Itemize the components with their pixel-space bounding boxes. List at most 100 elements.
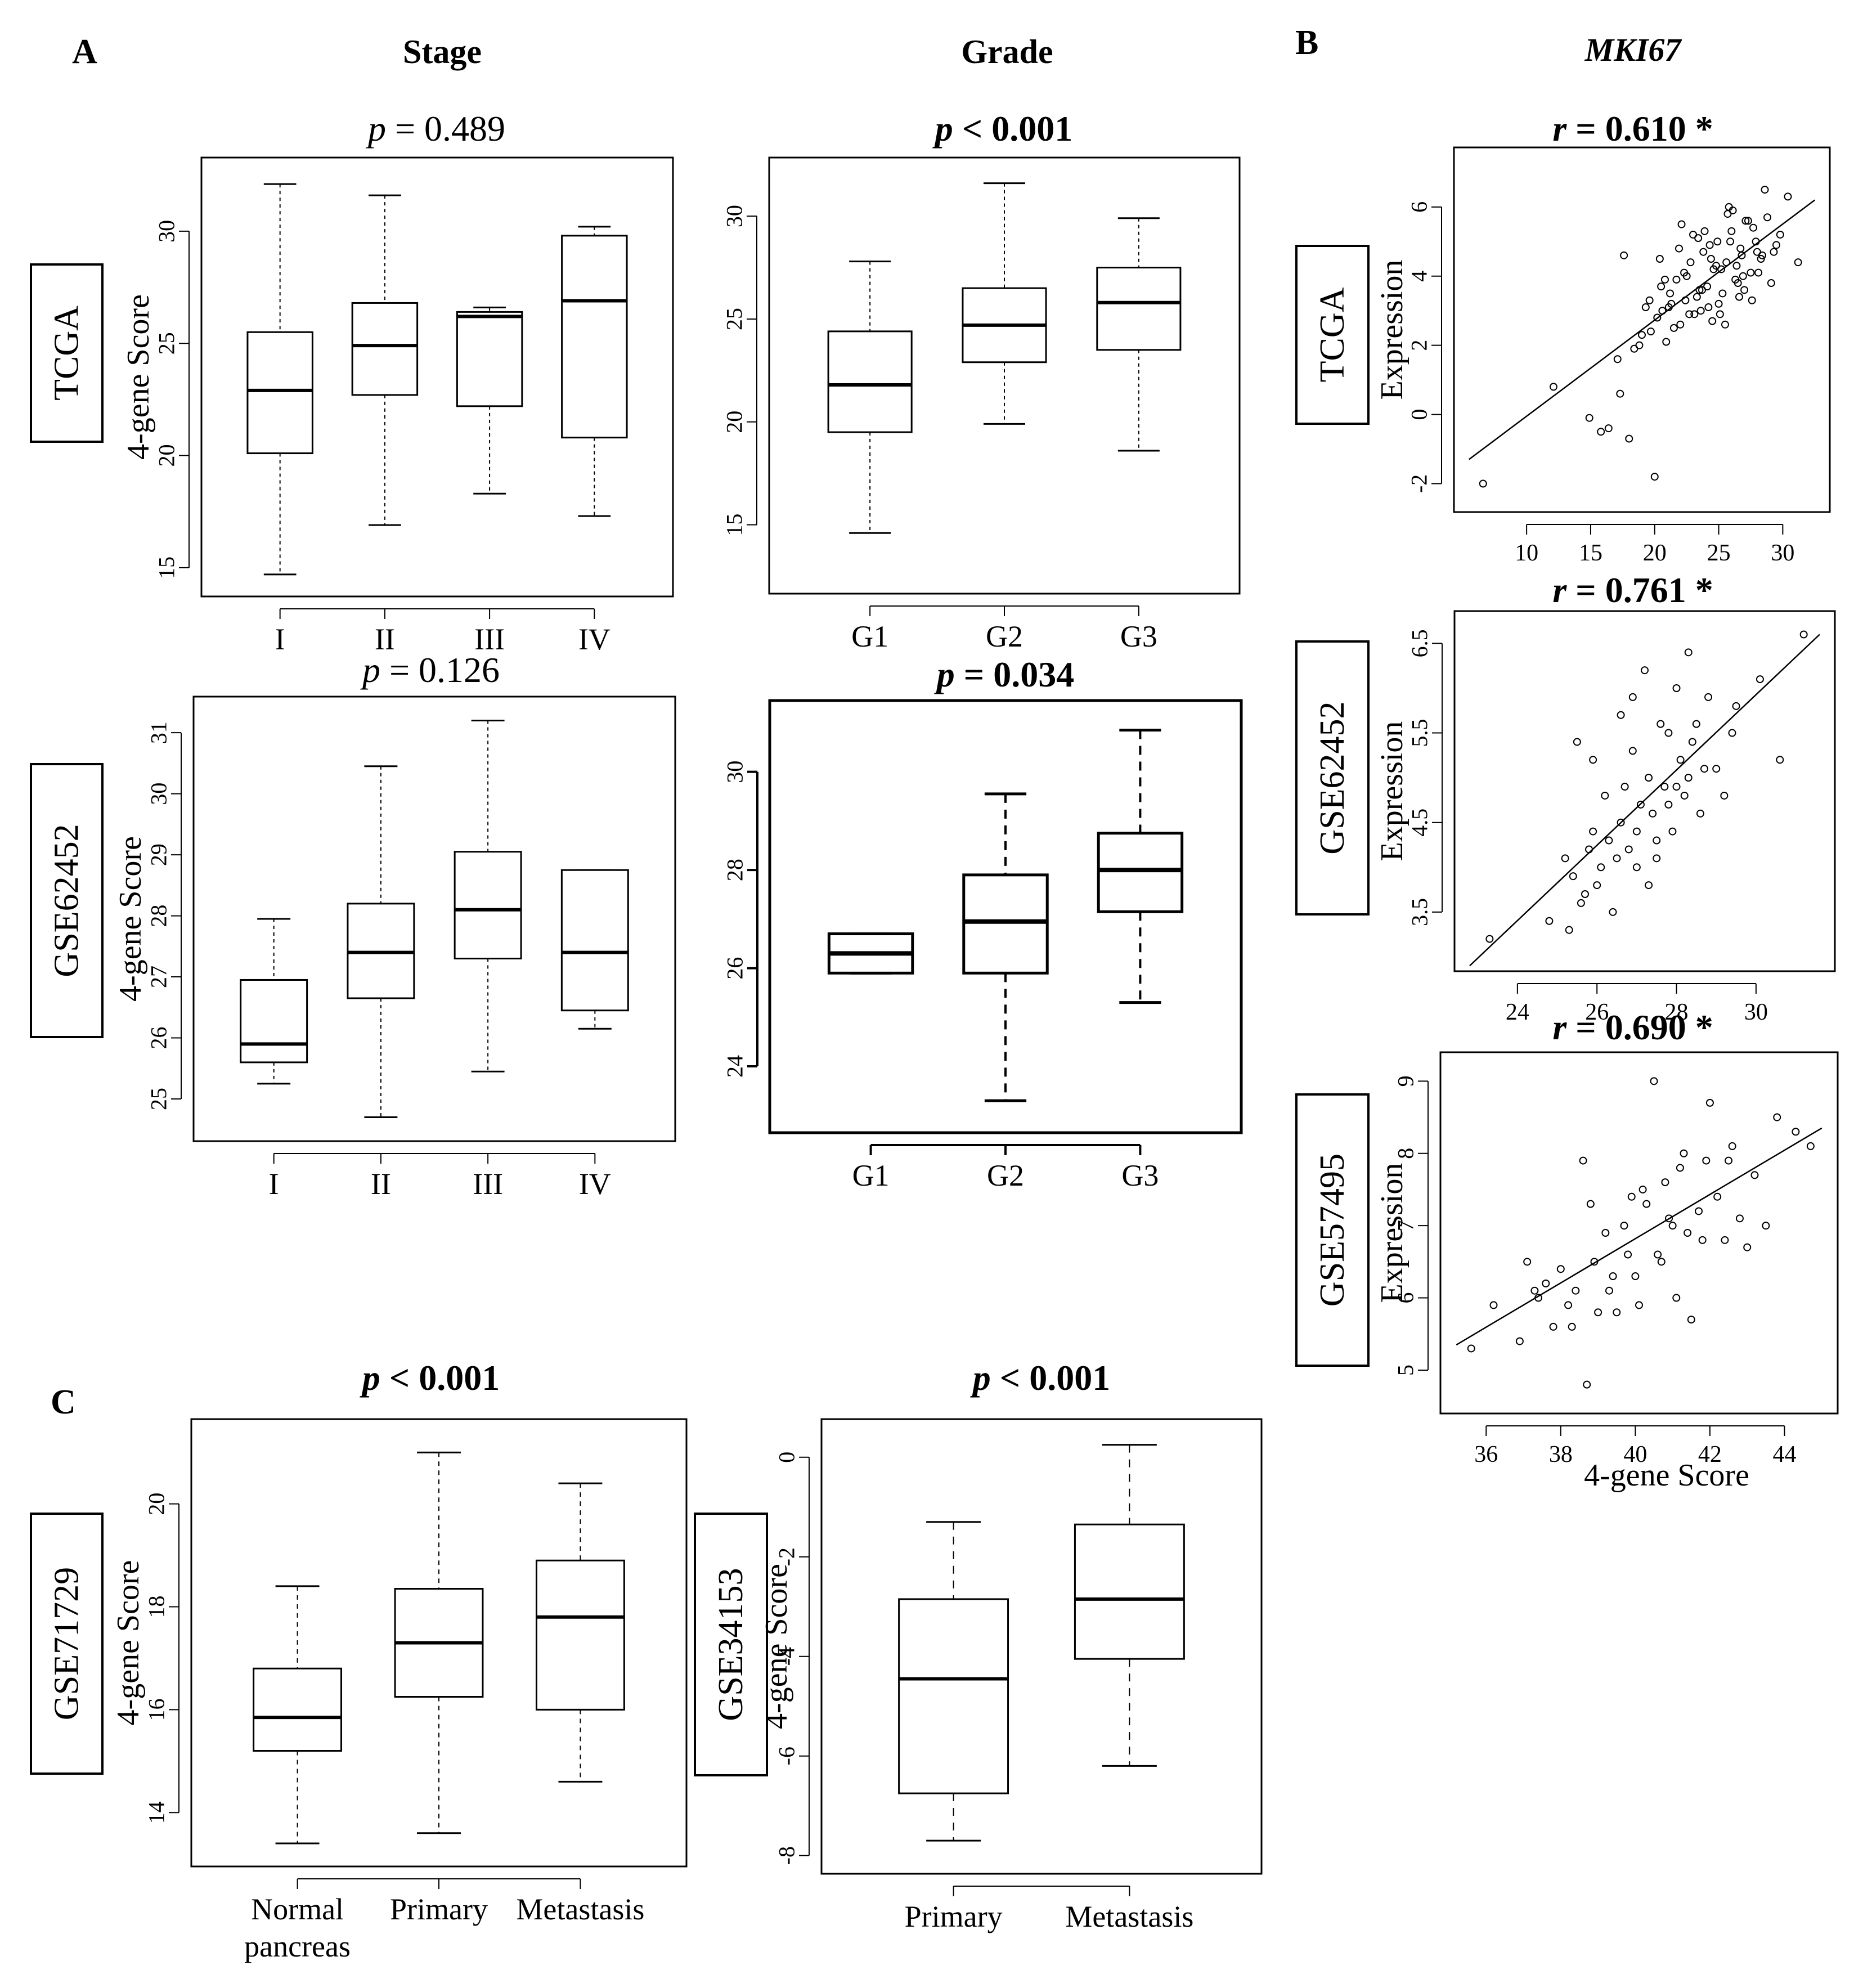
- scatter-point: [1735, 293, 1743, 301]
- scatter-point: [1702, 1156, 1711, 1165]
- scatter-point: [1676, 756, 1685, 764]
- scatter-point: [1657, 1258, 1666, 1266]
- y-tick-label: -2: [1407, 474, 1432, 493]
- scatter-point: [1604, 424, 1613, 433]
- scatter-point: [1672, 275, 1681, 284]
- scatter-point: [1645, 881, 1653, 890]
- y-axis-label: 4-gene Score: [111, 1560, 146, 1726]
- scatter-point: [1752, 237, 1760, 246]
- scatter-point: [1776, 756, 1784, 764]
- scatter-point: [1590, 1258, 1599, 1266]
- y-axis-label: 4-gene Score: [759, 1564, 794, 1729]
- iqr-box: [351, 302, 419, 396]
- x-tick-label: I: [275, 622, 285, 656]
- scatter-point: [1542, 1279, 1550, 1287]
- x-tick-label: 40: [1623, 1442, 1647, 1468]
- scatter-point: [1601, 791, 1609, 800]
- iqr-box: [454, 851, 522, 960]
- box-1: [1074, 1444, 1185, 1767]
- scatter-point: [1657, 282, 1666, 291]
- iqr-box: [560, 869, 629, 1012]
- scatter-point: [1748, 296, 1756, 304]
- box-1: [351, 194, 419, 526]
- chart-b_gse57495: r = 0.690 * GSE57495 Expression 5 6 7 8 9 36 38 40…: [1295, 1007, 1839, 1468]
- scatter-point: [1718, 289, 1727, 298]
- scatter-point: [1762, 1222, 1770, 1230]
- y-tick-label: 8: [1393, 1148, 1418, 1159]
- scatter-point: [1660, 275, 1669, 284]
- scatter-point: [1672, 783, 1681, 791]
- scatter-point: [1799, 630, 1808, 639]
- scatter-point: [1699, 248, 1708, 256]
- x-tick-label: 42: [1698, 1442, 1722, 1468]
- dataset-label-box: [1295, 245, 1370, 425]
- dataset-label-box: [694, 1513, 768, 1776]
- y-tick-label: 20: [154, 445, 179, 467]
- scatter-point: [1586, 1200, 1595, 1208]
- y-tick-label: 31: [146, 721, 172, 744]
- y-tick-label: 3.5: [1407, 898, 1433, 926]
- box-2: [1097, 729, 1184, 1004]
- x-tick-label: Primary: [390, 1892, 488, 1926]
- scatter-point: [1650, 1077, 1658, 1085]
- box-1: [347, 765, 415, 1119]
- scatter-point: [1573, 738, 1581, 746]
- y-tick-label: 20: [722, 411, 747, 433]
- chart-c_gse34153: p < 0.001 GSE34153 4-gene Score -8 -6 -4 -2 0 Pr…: [694, 1358, 1263, 1933]
- y-tick-label: 25: [154, 332, 179, 354]
- scatter-point: [1693, 293, 1701, 301]
- scatter-point: [1696, 307, 1705, 315]
- x-tick-label: G1: [851, 620, 888, 653]
- scatter-point: [1627, 1192, 1636, 1201]
- dataset-label-box: [1295, 1093, 1370, 1367]
- box-2: [456, 306, 523, 495]
- scatter-point: [1712, 765, 1721, 773]
- scatter-point: [1713, 237, 1722, 246]
- scatter-point: [1794, 258, 1802, 267]
- box-0: [246, 183, 313, 576]
- iqr-box: [246, 331, 313, 455]
- iqr-box: [535, 1559, 625, 1711]
- scatter-point: [1680, 1149, 1688, 1157]
- plot-frame: [768, 699, 1243, 1134]
- iqr-box: [240, 979, 308, 1063]
- y-tick-label: 26: [146, 1027, 172, 1049]
- scatter-point: [1684, 1229, 1692, 1237]
- scatter-point: [1741, 217, 1750, 225]
- scatter-point: [1653, 854, 1661, 863]
- scatter-point: [1617, 711, 1625, 719]
- scatter-point: [1692, 720, 1700, 728]
- x-tick-label: III: [474, 622, 505, 656]
- scatter-point: [1515, 1337, 1524, 1345]
- scatter-point: [1698, 286, 1706, 294]
- x-tick-label: pancreas: [244, 1929, 351, 1963]
- y-tick-label: 20: [144, 1493, 169, 1515]
- box-0: [898, 1521, 1009, 1842]
- column-header-mki67: MKI67: [1584, 32, 1682, 68]
- scatter-point: [1605, 1286, 1613, 1295]
- scatter-point: [1720, 791, 1729, 800]
- scatter-point: [1735, 1214, 1744, 1223]
- scatter-point: [1585, 414, 1593, 422]
- scatter-point: [1754, 268, 1763, 277]
- x-tick-label: Primary: [905, 1900, 1003, 1933]
- dataset-label: GSE62452: [48, 824, 86, 977]
- x-tick-label: 30: [1771, 540, 1794, 566]
- chart-a_gse62452_stage: p = 0.126 GSE62452 4-gene Score 25 26 27 28 29 3…: [30, 650, 676, 1201]
- scatter-point: [1568, 1322, 1576, 1331]
- scatter-point: [1583, 1380, 1591, 1389]
- chart-title: r = 0.690 *: [1552, 1007, 1713, 1047]
- plot-frame: [1453, 610, 1836, 972]
- chart-title: p < 0.001: [970, 1358, 1110, 1398]
- scatter-point: [1658, 307, 1667, 315]
- shared-x-axis-label: 4-gene Score: [1584, 1458, 1749, 1493]
- y-tick-label: -6: [774, 1747, 800, 1765]
- chart-a_tcga_grade: p < 0.001 15 20 25 30 G1 G2 G3: [722, 109, 1241, 653]
- scatter-point: [1613, 854, 1621, 863]
- scatter-point: [1726, 237, 1735, 246]
- x-tick-label: II: [375, 622, 395, 656]
- scatter-point: [1620, 251, 1628, 259]
- scatter-point: [1636, 800, 1645, 809]
- scatter-point: [1664, 303, 1673, 312]
